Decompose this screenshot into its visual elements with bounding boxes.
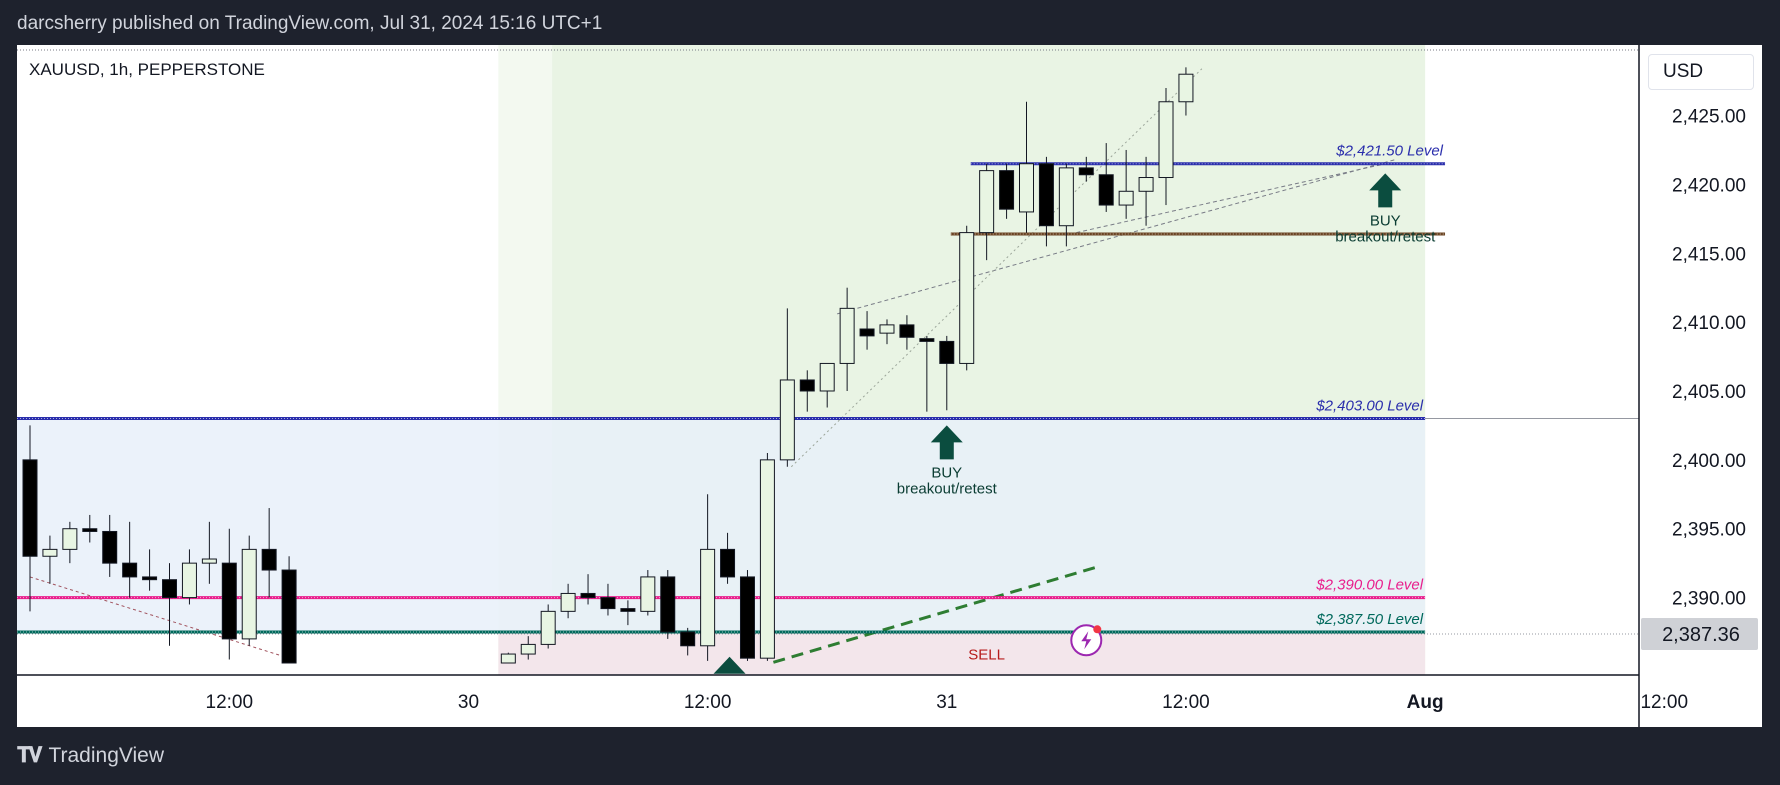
- candle-up[interactable]: [1138, 177, 1154, 192]
- price-chart[interactable]: $2,421.50 Level $2,403.00 Level $2,390.00 …: [17, 45, 1762, 727]
- buy-arrow-icon: [1369, 173, 1402, 208]
- time-tick-label: 30: [458, 692, 479, 713]
- price-tick-label: 2,405.00: [1672, 382, 1746, 403]
- level-label: $2,387.50 Level: [1315, 611, 1423, 628]
- candle-up[interactable]: [700, 548, 716, 647]
- level-label: $2,421.50 Level: [1335, 143, 1443, 160]
- candle-up[interactable]: [959, 232, 975, 364]
- candles-group: [22, 67, 1194, 664]
- candle-down[interactable]: [620, 608, 636, 612]
- lightning-bolt: [1081, 631, 1092, 650]
- candle-up[interactable]: [520, 643, 536, 655]
- candle-down[interactable]: [680, 631, 696, 647]
- time-tick-label: 12:00: [684, 692, 732, 713]
- sell-zone-red: [498, 632, 1426, 675]
- buy-arrow-icon: [930, 425, 963, 460]
- candle-down[interactable]: [1098, 174, 1114, 206]
- candle-up[interactable]: [500, 653, 516, 664]
- candle-down[interactable]: [122, 562, 138, 578]
- notification-dot: [1093, 625, 1102, 634]
- candle-down[interactable]: [22, 459, 38, 557]
- chart-frame[interactable]: $2,421.50 Level $2,403.00 Level $2,390.00 …: [17, 45, 1762, 727]
- time-tick-label: Aug: [1407, 692, 1444, 713]
- level-label: $2,390.00 Level: [1315, 577, 1423, 594]
- candle-down[interactable]: [999, 170, 1015, 210]
- candle-down[interactable]: [919, 338, 935, 342]
- candle-up[interactable]: [540, 610, 556, 645]
- candle-down[interactable]: [859, 328, 875, 337]
- buy-sublabel: breakout/retest: [1335, 228, 1436, 245]
- candle-up[interactable]: [1058, 167, 1074, 227]
- time-tick-label: 12:00: [206, 692, 254, 713]
- candle-down[interactable]: [221, 562, 237, 640]
- price-tick-label: 2,425.00: [1672, 107, 1746, 128]
- tradingview-logo-icon: 𝐓𝐕: [17, 744, 42, 767]
- candle-down[interactable]: [580, 592, 596, 599]
- price-tick-label: 2,400.00: [1672, 451, 1746, 472]
- candle-down[interactable]: [1038, 163, 1054, 227]
- time-tick-label: 12:00: [1640, 692, 1688, 713]
- last-price-label: 2,387.36: [1662, 624, 1740, 646]
- candle-up[interactable]: [779, 379, 795, 461]
- candle-up[interactable]: [241, 548, 257, 640]
- price-tick-label: 2,410.00: [1672, 313, 1746, 334]
- price-tick-label: 2,390.00: [1672, 589, 1746, 610]
- brand-name: TradingView: [48, 744, 165, 767]
- time-tick-label: 12:00: [1162, 692, 1210, 713]
- time-tick-label: 31: [936, 692, 957, 713]
- candle-down[interactable]: [261, 548, 277, 571]
- price-tick-label: 2,420.00: [1672, 175, 1746, 196]
- candle-up[interactable]: [181, 562, 197, 599]
- level-label: $2,403.00 Level: [1315, 398, 1423, 415]
- channel-line-steep: [790, 68, 1203, 468]
- candle-up[interactable]: [42, 548, 58, 557]
- candle-up[interactable]: [1178, 73, 1194, 103]
- candle-down[interactable]: [799, 379, 815, 392]
- candle-up[interactable]: [62, 528, 78, 550]
- candle-up[interactable]: [879, 324, 895, 334]
- publisher-line: darcsherry published on TradingView.com,…: [17, 13, 603, 34]
- candle-down[interactable]: [939, 340, 955, 364]
- candle-down[interactable]: [600, 597, 616, 610]
- buy-label: BUY: [931, 464, 962, 481]
- candle-up[interactable]: [640, 576, 656, 612]
- candle-down[interactable]: [82, 528, 98, 532]
- candle-down[interactable]: [660, 576, 676, 633]
- price-tick-label: 2,395.00: [1672, 520, 1746, 541]
- candle-up[interactable]: [819, 362, 835, 392]
- candle-down[interactable]: [162, 579, 178, 599]
- candle-down[interactable]: [142, 576, 158, 581]
- candle-up[interactable]: [759, 459, 775, 659]
- last-price-badge: [1641, 617, 1758, 650]
- candle-down[interactable]: [281, 569, 297, 664]
- currency-selector[interactable]: USD: [1648, 54, 1754, 90]
- channel-line-lower: [1076, 163, 1386, 234]
- candle-up[interactable]: [1118, 190, 1134, 206]
- sell-label: SELL: [968, 647, 1005, 664]
- buy-arrow-partial-icon: [713, 656, 746, 674]
- candle-down[interactable]: [1078, 167, 1094, 176]
- candle-up[interactable]: [560, 592, 576, 612]
- candle-up[interactable]: [1019, 163, 1034, 213]
- candle-down[interactable]: [739, 576, 755, 659]
- footer-brand[interactable]: 𝐓𝐕 TradingView: [17, 744, 164, 768]
- buy-label: BUY: [1370, 212, 1401, 229]
- channel-line-upper: [837, 159, 1396, 315]
- candle-up[interactable]: [1158, 101, 1174, 179]
- symbol-label: XAUUSD, 1h, PEPPERSTONE: [29, 60, 265, 79]
- candle-up[interactable]: [839, 307, 855, 364]
- candle-up[interactable]: [979, 170, 995, 234]
- candle-down[interactable]: [102, 530, 118, 564]
- price-tick-label: 2,415.00: [1672, 244, 1746, 265]
- candle-down[interactable]: [899, 324, 915, 338]
- candle-down[interactable]: [720, 548, 736, 578]
- buy-sublabel: breakout/retest: [897, 480, 998, 497]
- candle-up[interactable]: [201, 558, 217, 564]
